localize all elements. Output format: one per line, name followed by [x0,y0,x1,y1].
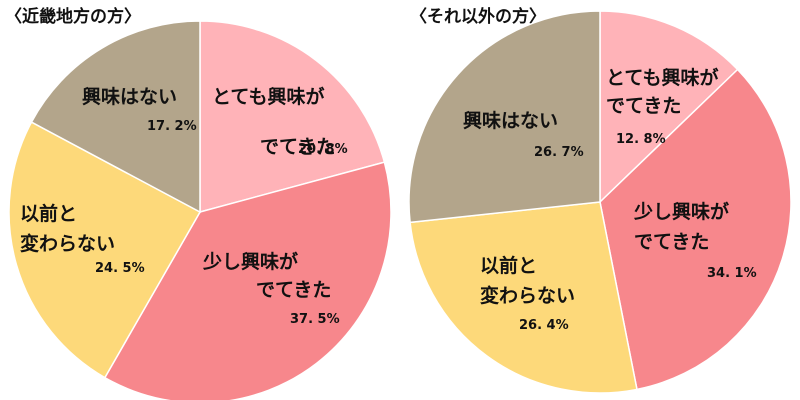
slice-label-line1: 興味はない [82,86,177,108]
slice-label-line1: とても興味が [212,85,324,108]
slice-percent-label: 24. 5% [95,261,145,276]
chart-title-kinki: 〈近畿地方の方〉 [5,6,141,27]
pie-slice [408,10,601,224]
slice-percent-label: 20. 8% [298,142,348,157]
slice-label-line1: 興味はない [463,110,558,132]
pie-slice [599,68,792,391]
slice-label-line1: 以前と [20,202,77,225]
chart-title-other: 〈それ以外の方〉 [410,6,546,27]
slice-percent-label: 12. 8% [616,132,666,147]
slice-percent-label: 17. 2% [147,119,197,134]
slice-label-line2: でてきた [606,95,681,117]
pie-slice [8,121,202,379]
slice-label-line1: 少し興味が [202,250,298,273]
slice-percent-label: 26. 4% [519,318,569,333]
pie-slice [599,10,739,204]
slice-percent-label: 34. 1% [707,266,757,281]
slice-label-line1: 少し興味が [633,200,729,223]
slice-label-line2: でてきた [256,279,331,301]
slice-percent-label: 26. 7% [534,145,584,160]
slice-label-line2: でてきた [634,231,709,253]
pie-slice [199,20,386,213]
slice-label-line1: 以前と [480,254,537,277]
pie-slice [409,201,638,394]
pie-slice [30,20,201,214]
slice-label-line1: とても興味が [606,66,718,89]
slice-label-line2: 変わらない [480,284,575,307]
slice-label-line2: 変わらない [20,232,115,255]
pie-slice [103,161,392,400]
slice-label-line2: でてきた [260,136,335,158]
slice-percent-label: 37. 5% [290,312,340,327]
